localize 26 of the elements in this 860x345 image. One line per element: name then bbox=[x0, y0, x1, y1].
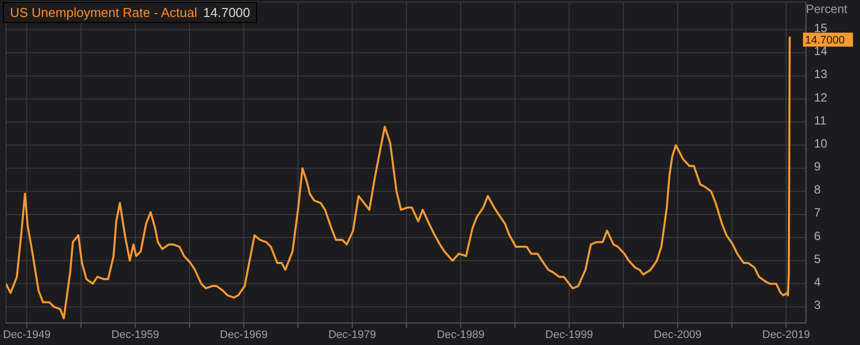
y-tick-label: 7 bbox=[814, 206, 821, 220]
x-tick-label: Dec-1949 bbox=[2, 328, 51, 341]
y-tick-label: 13 bbox=[814, 67, 828, 82]
y-tick-label: 5 bbox=[814, 252, 821, 266]
x-tick-label: Dec-1999 bbox=[545, 328, 594, 341]
line-series bbox=[6, 36, 791, 320]
chart-title: US Unemployment Rate - Actual bbox=[10, 5, 198, 20]
chart-subtitle: 14.7000 bbox=[203, 5, 250, 20]
y-tick-label: 12 bbox=[814, 90, 828, 104]
x-tick-label: Dec-2009 bbox=[654, 328, 702, 341]
x-tick-label: Dec-1989 bbox=[436, 328, 485, 341]
x-tick-label: Dec-2019 bbox=[762, 328, 810, 341]
y-tick-label: 11 bbox=[814, 113, 827, 128]
x-tick-label: Dec-1969 bbox=[220, 328, 268, 341]
y-tick-label: 15 bbox=[814, 20, 828, 35]
x-tick-label: Dec-1959 bbox=[111, 328, 160, 341]
y-axis-title: Percent bbox=[806, 2, 848, 16]
y-tick-label: 14 bbox=[814, 44, 828, 58]
y-tick-label: 4 bbox=[814, 275, 821, 289]
annotation: 14.7000 bbox=[805, 34, 845, 47]
y-tick-label: 3 bbox=[814, 298, 821, 312]
y-tick-label: 9 bbox=[814, 160, 821, 174]
y-tick-label: 6 bbox=[814, 228, 821, 243]
y-tick-label: 8 bbox=[814, 182, 821, 197]
x-tick-label: Dec-1979 bbox=[328, 328, 376, 341]
y-tick-label: 10 bbox=[814, 136, 828, 150]
